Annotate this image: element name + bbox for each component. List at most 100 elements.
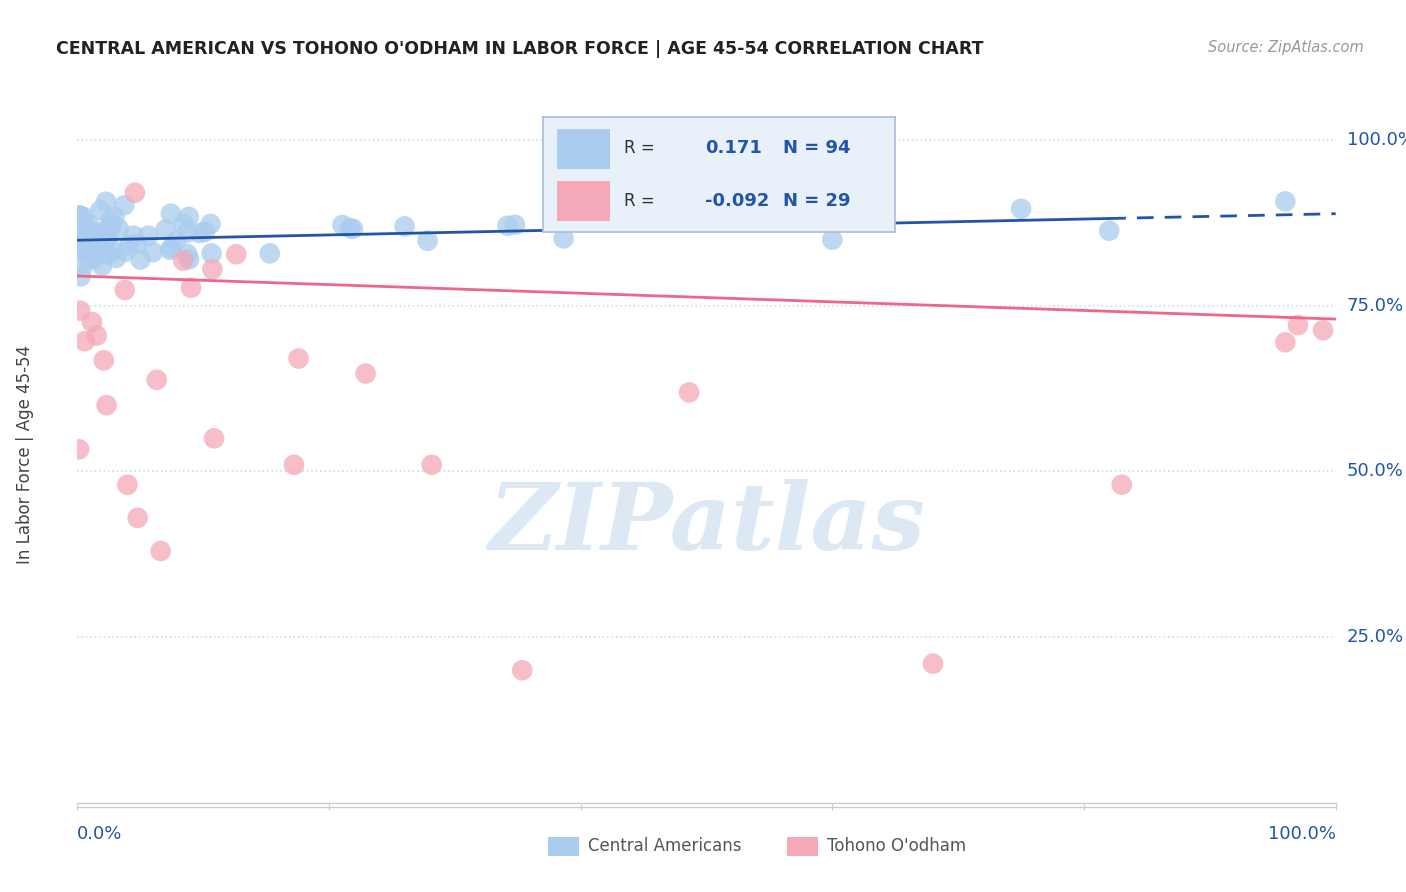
Point <box>194 225 217 239</box>
Point <box>87 233 110 247</box>
Point <box>503 218 526 232</box>
Point <box>259 246 281 260</box>
Point <box>496 219 519 233</box>
Point <box>201 262 224 277</box>
Point <box>354 367 377 381</box>
Point <box>1010 202 1032 216</box>
Point <box>225 247 247 261</box>
Point <box>821 233 844 247</box>
Point <box>67 241 90 255</box>
Point <box>117 477 139 491</box>
Point <box>100 219 122 233</box>
Point <box>83 252 105 266</box>
Point <box>114 244 136 259</box>
Point <box>103 210 125 224</box>
Point <box>73 227 96 241</box>
Point <box>107 222 129 236</box>
Point <box>77 227 100 241</box>
Point <box>73 243 96 257</box>
Point <box>91 232 114 246</box>
Point <box>339 221 361 235</box>
Point <box>73 239 96 253</box>
Point <box>103 244 125 258</box>
Point <box>72 260 94 274</box>
Point <box>177 210 200 224</box>
Point <box>100 214 122 228</box>
Point <box>86 328 108 343</box>
Text: 100.0%: 100.0% <box>1268 825 1336 843</box>
Text: Central Americans: Central Americans <box>588 837 741 855</box>
Point <box>69 303 91 318</box>
Point <box>160 207 183 221</box>
Point <box>72 238 94 252</box>
Point <box>72 226 94 240</box>
Point <box>69 208 91 222</box>
Text: 0.0%: 0.0% <box>77 825 122 843</box>
Point <box>67 442 90 457</box>
Point <box>145 373 167 387</box>
Point <box>90 228 112 243</box>
Point <box>67 226 90 240</box>
Point <box>96 247 118 261</box>
Point <box>77 217 100 231</box>
Point <box>1312 323 1334 337</box>
Point <box>159 243 181 257</box>
Point <box>94 229 117 244</box>
Point <box>176 226 198 240</box>
Point <box>1098 224 1121 238</box>
Point <box>200 217 222 231</box>
Point <box>96 231 118 245</box>
Point <box>125 237 148 252</box>
Text: ZIPatlas: ZIPatlas <box>488 480 925 569</box>
Point <box>112 198 135 212</box>
Point <box>90 227 112 241</box>
Point <box>342 221 364 235</box>
Point <box>636 212 658 227</box>
Text: 25.0%: 25.0% <box>1347 628 1405 646</box>
Point <box>73 334 96 349</box>
Point <box>77 252 100 267</box>
Point <box>69 219 91 234</box>
Point <box>202 431 225 445</box>
Point <box>1274 194 1296 209</box>
Point <box>67 209 90 223</box>
Point <box>177 252 200 267</box>
Point <box>72 235 94 249</box>
Point <box>76 229 98 244</box>
Point <box>89 225 111 239</box>
Point <box>80 227 103 241</box>
Text: 75.0%: 75.0% <box>1347 297 1405 315</box>
Point <box>100 219 122 234</box>
Point <box>96 226 118 240</box>
Text: CENTRAL AMERICAN VS TOHONO O'ODHAM IN LABOR FORCE | AGE 45-54 CORRELATION CHART: CENTRAL AMERICAN VS TOHONO O'ODHAM IN LA… <box>56 40 984 58</box>
Point <box>510 663 533 677</box>
Point <box>176 247 198 261</box>
Point <box>330 218 353 232</box>
Point <box>67 226 90 240</box>
Point <box>165 234 187 248</box>
Text: 100.0%: 100.0% <box>1347 131 1406 149</box>
Point <box>80 231 103 245</box>
Point <box>96 234 118 248</box>
Point <box>129 252 152 267</box>
Point <box>93 353 115 368</box>
Point <box>188 226 211 240</box>
Point <box>553 231 575 245</box>
Point <box>1274 335 1296 350</box>
Point <box>89 203 111 218</box>
Point <box>94 231 117 245</box>
Point <box>118 238 141 252</box>
Text: Source: ZipAtlas.com: Source: ZipAtlas.com <box>1208 40 1364 55</box>
Point <box>83 235 105 249</box>
Point <box>72 229 94 244</box>
Point <box>84 235 107 250</box>
Point <box>69 269 91 284</box>
Point <box>122 228 145 243</box>
Point <box>127 511 149 525</box>
Point <box>200 246 222 260</box>
Text: Tohono O'odham: Tohono O'odham <box>827 837 966 855</box>
Point <box>160 241 183 255</box>
Point <box>416 234 439 248</box>
Point <box>287 351 309 366</box>
Point <box>67 232 90 246</box>
